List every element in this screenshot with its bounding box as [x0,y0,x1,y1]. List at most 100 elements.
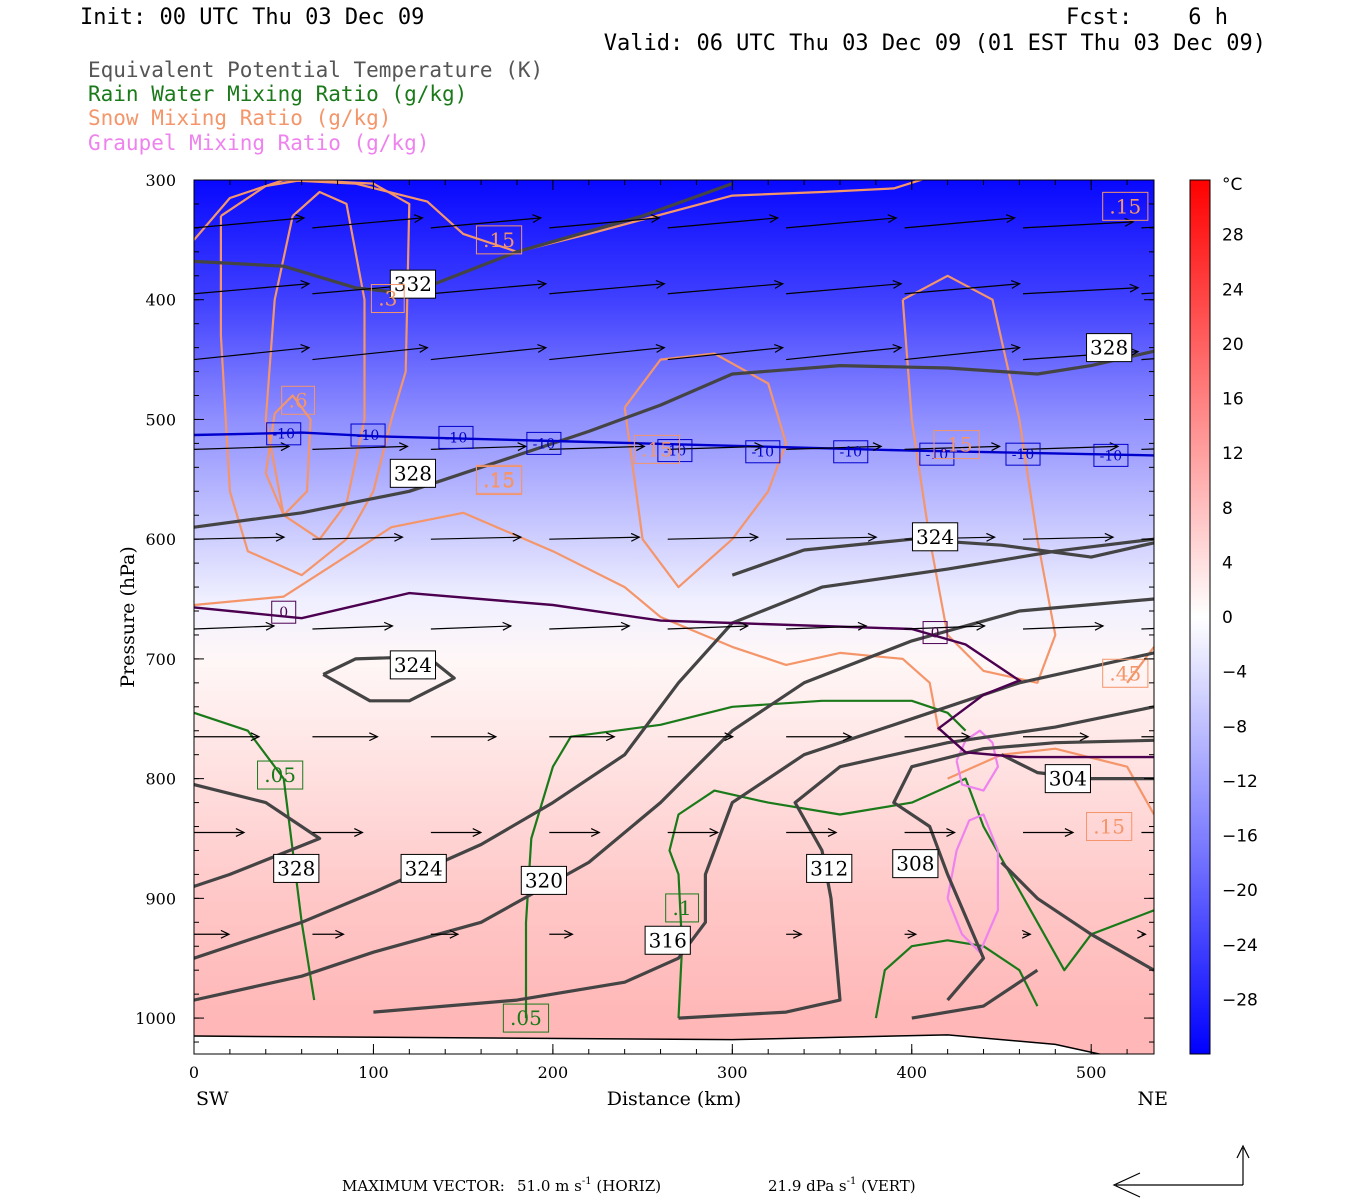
theta-e-contour [194,597,1154,1002]
theta-e-label: 328 [389,458,437,488]
field-label-graupel: Graupel Mixing Ratio (g/kg) [88,131,429,155]
colorbar-unit: °C [1222,175,1242,195]
vert-max-value: 21.9 dPa s-1 (VERT) [768,1176,916,1195]
wind-vector [1022,621,1105,631]
wind-vector [786,214,898,229]
wind-vector [312,442,409,452]
wind-vector [430,214,543,229]
wind-vector [1023,732,1090,742]
svg-text:-10: -10 [533,436,556,452]
y-tick-label: 600 [145,530,176,549]
svg-text:320: 320 [525,868,563,892]
contour-label: -10 [350,423,386,447]
wind-vector [194,279,311,295]
contour-label: -10 [438,425,474,449]
wind-vector [430,343,548,361]
wind-vector [1141,736,1154,738]
wind-vector [904,929,918,939]
field-label-theta-e: Equivalent Potential Temperature (K) [88,58,543,82]
wind-vector [549,214,661,229]
wind-vector [786,279,903,295]
field-label-snow: Snow Mixing Ratio (g/kg) [88,106,391,130]
contour-label: -10 [1005,442,1041,466]
rain-contour [194,711,316,1001]
wind-vector [1021,929,1032,939]
wind-vector [312,532,404,542]
wind-vector [194,214,306,229]
contour-label: .05 [257,760,304,790]
plot-frame [193,179,1155,1055]
theta-e-contour [194,537,1154,960]
max-vector-footer: MAXIMUM VECTOR: 51.0 m s-1 (HORIZ) 21.9 … [342,1144,1250,1198]
terrain-line [194,1034,1103,1054]
isotherm-0 [194,591,1154,759]
colorbar-tick-label: 24 [1222,280,1244,300]
theta-e-contour [678,705,1154,1020]
wind-vector [904,214,1016,229]
forecast-label: Fcst: [1066,5,1132,30]
contour-label: 0 [922,621,948,645]
field-label-rain: Rain Water Mixing Ratio (g/kg) [88,82,467,106]
theta-e-label: 324 [911,522,959,552]
wind-vector [667,732,735,742]
theta-e-label: 328 [1086,333,1133,363]
colorbar-tick-label: 16 [1222,390,1244,410]
contour-label: .15 [475,225,523,255]
isotherm--10 [194,431,1154,457]
terrain-mask [194,1034,1154,1054]
svg-text:.15: .15 [1093,815,1125,839]
wind-vector [430,929,460,939]
wind-vector [904,828,956,837]
svg-text:328: 328 [394,461,432,485]
svg-text:.45: .45 [1109,661,1141,685]
forecast-hours: 6 h [1188,5,1228,30]
colorbar-tick-label: −12 [1222,772,1258,792]
valid-time: Valid: 06 UTC Thu 03 Dec 09 (01 EST Thu … [604,31,1266,56]
theta-e-contour [911,968,1039,1020]
svg-text:324: 324 [394,653,432,677]
wind-vector [194,828,246,837]
wind-vector [667,279,785,295]
wind-vector [312,732,379,742]
colorbar-tick-label: −28 [1222,990,1258,1010]
wind-vector [786,343,903,361]
y-tick-label: 800 [145,770,176,789]
theta-e-label: 304 [1044,764,1091,794]
y-axis-title: Pressure (hPa) [117,546,139,688]
wind-vector [430,828,483,837]
colorbar-tick-label: 28 [1222,226,1244,246]
wind-vector [904,732,971,742]
graupel-contour [946,813,999,954]
y-tick-label: 300 [145,171,176,190]
contour-label: -10 [657,439,693,463]
colorbar-tick-label: 8 [1222,499,1233,519]
theta-e-label: 324 [389,650,437,680]
wind-vector [549,828,601,837]
contour-label: .15 [1086,812,1133,842]
wind-vector [194,621,276,631]
wind-vector [1022,217,1135,229]
wind-vector [549,929,574,939]
wind-vector [667,214,780,229]
y-tick-label: 400 [145,291,176,310]
svg-text:-10: -10 [1100,448,1123,464]
theta-e-contour [194,349,1154,529]
colorbar-tick-label: −8 [1222,717,1247,737]
init-time: Init: 00 UTC Thu 03 Dec 09 [80,5,424,30]
svg-text:-10: -10 [664,443,687,459]
x-tick-label: 500 [1076,1063,1107,1082]
y-tick-label: 900 [145,889,176,908]
contour-label: -10 [1093,443,1129,467]
colorbar-tick-label: 0 [1222,608,1233,628]
svg-text:.3: .3 [378,287,397,311]
wind-vector [904,343,1021,361]
colorbar-tick-label: −4 [1222,663,1247,683]
theta-e-contour [194,783,322,888]
svg-text:-10: -10 [445,430,468,446]
wind-vector [194,929,231,939]
y-tick-label: 500 [145,410,176,429]
x-tick-label: 100 [358,1063,389,1082]
max-vector-label: MAXIMUM VECTOR: [342,1177,505,1195]
